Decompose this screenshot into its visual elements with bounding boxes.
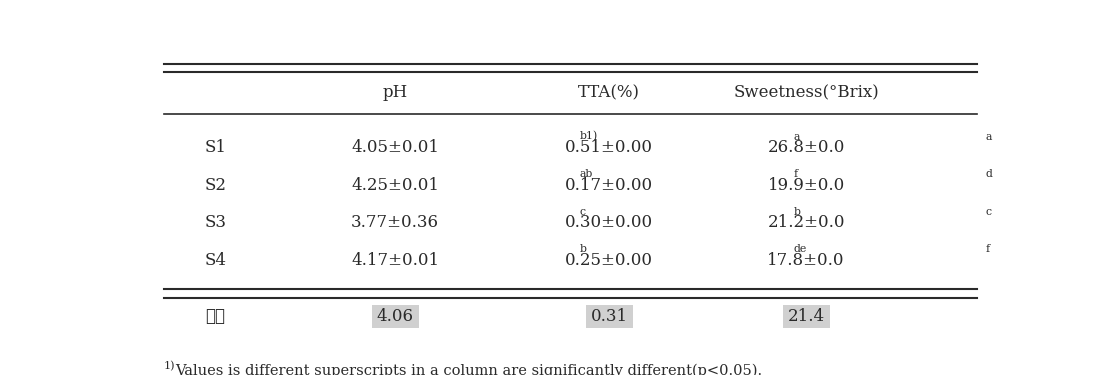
FancyBboxPatch shape	[371, 305, 419, 328]
Text: S4: S4	[204, 252, 227, 268]
Text: Values is different superscripts in a column are significantly different(p<0.05): Values is different superscripts in a co…	[176, 364, 762, 375]
Text: TTA(%): TTA(%)	[578, 84, 640, 101]
Text: ab: ab	[580, 169, 593, 179]
Text: b: b	[580, 244, 587, 254]
FancyBboxPatch shape	[586, 305, 633, 328]
Text: b1): b1)	[580, 131, 598, 142]
Text: 0.31: 0.31	[590, 308, 628, 325]
Text: 3.77±0.36: 3.77±0.36	[351, 214, 439, 231]
Text: 21.2±0.0: 21.2±0.0	[767, 214, 845, 231]
Text: 4.06: 4.06	[377, 308, 413, 325]
Text: 19.9±0.0: 19.9±0.0	[768, 177, 844, 194]
Text: 0.17±0.00: 0.17±0.00	[565, 177, 653, 194]
Text: 0.51±0.00: 0.51±0.00	[565, 139, 653, 156]
Text: S2: S2	[204, 177, 227, 194]
Text: 17.8±0.0: 17.8±0.0	[767, 252, 845, 268]
Text: pH: pH	[382, 84, 408, 101]
Text: S3: S3	[204, 214, 227, 231]
Text: f: f	[986, 244, 990, 254]
Text: 평균: 평균	[206, 308, 225, 325]
Text: 4.17±0.01: 4.17±0.01	[351, 252, 439, 268]
FancyBboxPatch shape	[782, 305, 830, 328]
Text: d: d	[986, 169, 992, 179]
Text: S1: S1	[204, 139, 227, 156]
Text: a: a	[986, 132, 992, 141]
Text: 4.25±0.01: 4.25±0.01	[351, 177, 439, 194]
Text: de: de	[793, 244, 807, 254]
Text: 0.30±0.00: 0.30±0.00	[565, 214, 653, 231]
Text: 26.8±0.0: 26.8±0.0	[767, 139, 845, 156]
Text: 0.25±0.00: 0.25±0.00	[565, 252, 653, 268]
Text: Sweetness(°Brix): Sweetness(°Brix)	[734, 84, 878, 101]
Text: 4.05±0.01: 4.05±0.01	[351, 139, 439, 156]
Text: c: c	[986, 207, 991, 217]
Text: a: a	[793, 132, 800, 141]
Text: c: c	[580, 207, 586, 217]
Text: 1): 1)	[164, 361, 176, 372]
Text: b: b	[793, 207, 801, 217]
Text: f: f	[793, 169, 798, 179]
Text: 21.4: 21.4	[788, 308, 824, 325]
